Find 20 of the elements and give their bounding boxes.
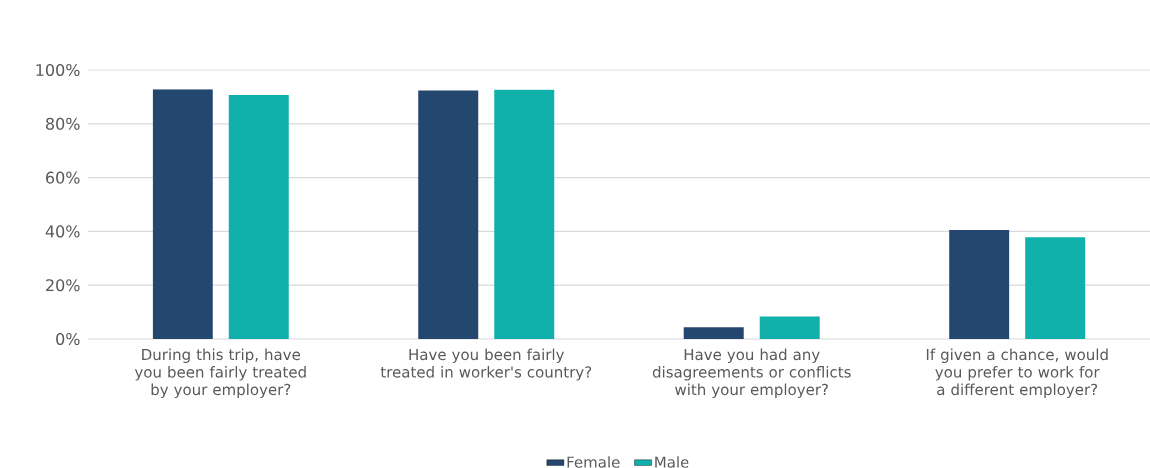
y-tick-label: 40% bbox=[45, 225, 80, 238]
bar bbox=[152, 89, 213, 339]
y-tick-label: 100% bbox=[36, 63, 80, 77]
bar bbox=[494, 89, 555, 339]
y-tick-label: 60% bbox=[46, 171, 80, 184]
bar bbox=[418, 90, 479, 339]
x-tick-label: Have you had any disagreements or conflicts with your employer? bbox=[652, 348, 851, 399]
bar bbox=[683, 327, 744, 339]
legend-label: Female bbox=[567, 456, 620, 468]
x-tick-label: Have you been fairly treated in worker's country? bbox=[380, 348, 592, 381]
bar bbox=[949, 230, 1010, 339]
legend-label: Male bbox=[655, 456, 689, 468]
x-tick-label: During this trip, have you been fairly treated by your employer? bbox=[134, 348, 306, 399]
y-tick-label: 80% bbox=[46, 117, 80, 130]
bar bbox=[228, 95, 289, 339]
y-tick-label: 20% bbox=[46, 279, 80, 292]
y-tick-label: 0% bbox=[56, 332, 80, 346]
x-tick-label: If given a chance, would you prefer to work for a different employer? bbox=[926, 348, 1108, 399]
bar bbox=[1025, 237, 1086, 339]
bar bbox=[759, 316, 820, 339]
